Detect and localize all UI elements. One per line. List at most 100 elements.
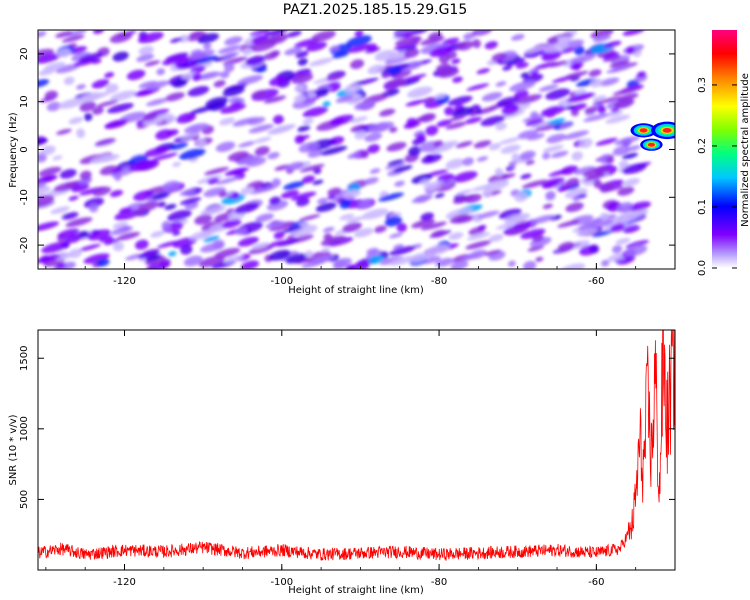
spectrogram-cell [179,189,195,196]
spectrogram-cell [606,109,623,117]
snr-panel: -120 -100 -80 -60 500 1000 1500 Height of stra… [8,329,676,596]
spectrogram-cell [93,30,105,35]
spectrogram-cell [253,136,272,144]
spectrogram-cell [104,72,115,78]
spectrogram-cell [612,145,631,156]
spectrogram-cell [95,138,115,145]
spectrogram-cell [276,239,299,247]
spectrogram-cell [484,41,498,50]
spectrogram-cell [423,180,445,191]
colorbar-ticks: 0.0 0.1 0.2 0.3 [697,77,737,276]
spectrogram-cell [169,142,188,150]
spectrogram-cell [456,40,474,51]
spectrogram-cell [466,83,490,91]
spectrogram-cell [420,212,435,221]
spectrogram-cell [315,88,329,97]
spectrogram-cell [408,146,422,156]
spectrogram-cell [76,84,86,90]
spectrogram-cell [606,65,632,74]
spectrogram-cell [408,252,433,263]
spectrogram-cell [442,37,460,45]
spectrogram-cell [200,205,226,216]
spectrogram-cell [599,77,620,87]
spectrogram-cell [595,96,622,105]
spectrogram-cell [38,166,62,177]
spectrogram-cell [273,231,285,240]
snr-y-tick-label: 1000 [19,416,30,441]
spectrogram-cell [597,104,606,114]
spectrogram-x-tick-label: -80 [431,276,447,287]
spectrogram-cell [179,197,202,205]
spectrogram-cell [520,173,532,180]
spectrogram-cell [251,89,268,98]
spectrogram-cell [590,30,614,39]
spectrogram-cell [38,221,60,232]
spectrogram-cell [396,223,407,233]
spectrogram-cell [367,64,385,75]
spectrogram-hotspots [630,121,675,151]
spectrogram-cell [463,32,476,40]
spectrogram-cell [496,223,514,230]
spectrogram-cell [41,145,56,156]
spectrogram-cell [570,103,587,111]
spectrogram-cell [178,34,190,43]
spectrogram-cell [236,155,261,166]
spectrogram-cell [126,69,146,81]
spectrogram-cell [636,71,647,78]
spectrogram-cell [394,180,405,187]
spectrogram-cell [542,203,553,209]
spectrogram-cell [142,113,159,121]
spectrogram-cell [307,149,324,158]
spectrogram-cell [240,260,260,269]
spectrogram-cell [502,65,513,71]
spectrogram-cell [183,255,203,267]
spectrogram-cell [309,57,334,67]
spectrogram-cell [38,194,55,207]
spectrogram-cell [137,32,164,44]
spectrogram-cell [266,33,289,45]
spectrogram-cell [374,225,387,233]
spectrogram-cell [271,178,281,187]
spectrogram-y-tick-label: -10 [19,189,30,205]
spectrogram-cell [112,241,125,252]
spectrogram-cell [179,148,206,160]
spectrogram-cell [507,260,516,267]
spectrogram-cell [588,69,602,77]
spectrogram-cell [357,199,371,208]
spectrogram-cell [527,245,544,252]
spectrogram-cell [542,145,564,153]
snr-x-tick-label: -100 [270,577,293,588]
spectrogram-cell [299,214,321,222]
spectrogram-cell [245,55,265,66]
snr-y-tick-label: 1500 [19,346,30,371]
spectrogram-cell [125,253,144,261]
spectrogram-cell [110,189,124,198]
spectrogram-cell [216,176,240,185]
spectrogram-cell [38,185,51,196]
snr-x-tick-label: -120 [113,577,136,588]
spectrogram-cell [437,173,455,183]
spectrogram-cell [238,141,256,148]
spectrogram-cell [222,86,245,97]
spectrogram-cell [203,235,220,243]
spectrogram-cell [621,152,639,160]
spectrogram-cell [55,63,80,74]
spectrogram-cell [335,95,354,103]
spectrogram-cell [379,256,403,265]
spectrogram-hotspot [647,142,656,147]
spectrogram-cell [71,183,90,193]
spectrogram-cell [525,159,535,165]
spectrogram-cell [488,143,501,151]
spectrogram-cell [576,228,599,237]
spectrogram-cell [426,244,450,256]
spectrogram-cell [540,105,566,117]
spectrogram-cell [339,199,351,209]
spectrogram-cell [136,53,155,62]
spectrogram-cell [305,251,332,263]
spectrogram-ticks: -120 -100 -80 -60 20 10 0 -10 -20 [19,30,676,287]
spectrogram-cell [322,101,331,107]
spectrogram-cell [509,80,536,92]
snr-x-tick-label: -80 [431,577,447,588]
spectrogram-cell [622,163,647,175]
spectrogram-cell [220,103,247,114]
